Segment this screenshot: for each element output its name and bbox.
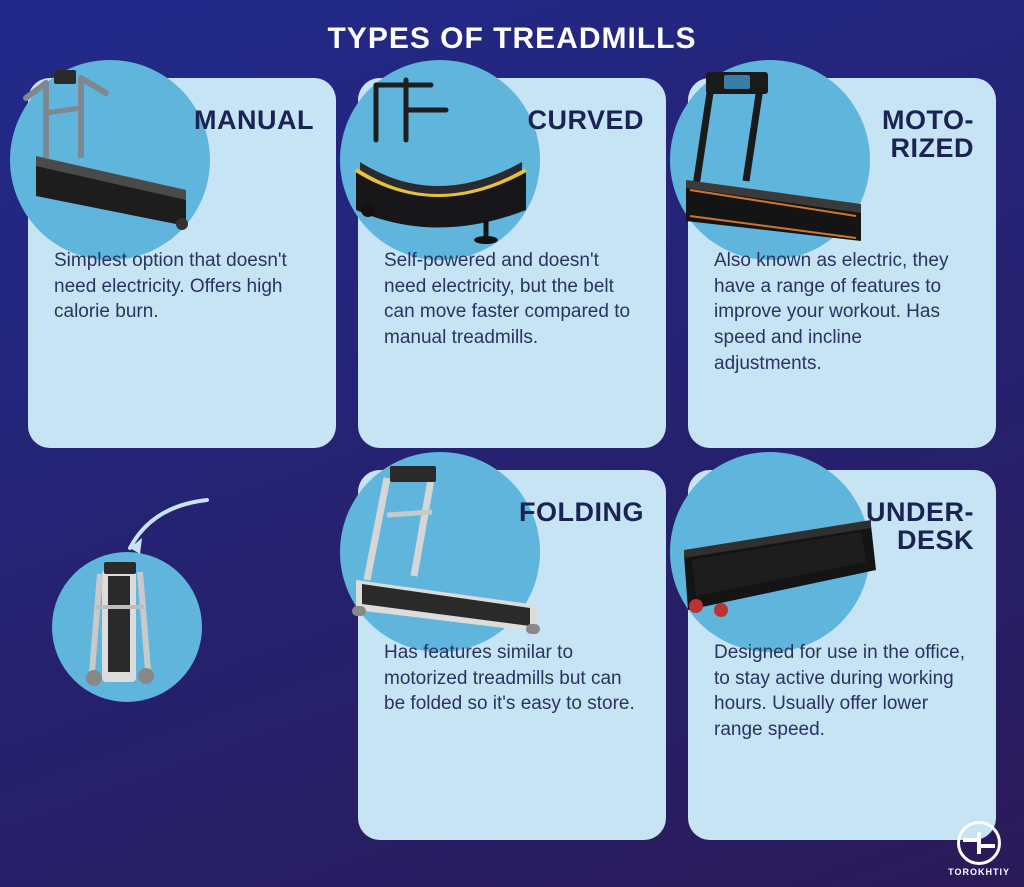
cards-grid: MANUAL Simplest option that doesn't need… — [28, 78, 996, 840]
folded-variant-circle — [52, 552, 202, 702]
fold-arrow-icon — [112, 488, 232, 568]
brand-logo-icon — [957, 821, 1001, 865]
brand-name: TOROKHTIY — [948, 867, 1010, 877]
manual-treadmill-icon — [6, 68, 206, 238]
motorized-treadmill-icon — [666, 66, 876, 251]
card-title: CURVED — [527, 106, 644, 134]
card-manual: MANUAL Simplest option that doesn't need… — [28, 78, 336, 448]
card-folding: FOLDING Has features similar to motorize… — [358, 470, 666, 840]
card-motorized: MOTO- RIZED Also known as electric, they… — [688, 78, 996, 448]
curved-treadmill-icon — [336, 70, 546, 250]
card-desc: Has features similar to motorized treadm… — [384, 640, 640, 717]
brand-logo: TOROKHTIY — [948, 821, 1010, 877]
card-desc: Designed for use in the office, to stay … — [714, 640, 970, 743]
card-title: FOLDING — [519, 498, 644, 526]
card-title: UNDER- DESK — [866, 498, 974, 555]
card-title: MOTO- RIZED — [882, 106, 974, 163]
card-title: MANUAL — [194, 106, 314, 134]
card-underdesk: UNDER- DESK Designed for use in the offi… — [688, 470, 996, 840]
folding-treadmill-icon — [332, 460, 552, 645]
card-desc: Also known as electric, they have a rang… — [714, 248, 970, 376]
folded-treadmill-icon — [52, 552, 202, 702]
page-title: TYPES OF TREADMILLS — [0, 22, 1024, 56]
card-desc: Simplest option that doesn't need electr… — [54, 248, 310, 325]
card-desc: Self-powered and doesn't need electricit… — [384, 248, 640, 351]
card-curved: CURVED Self-powered and doesn't need ele… — [358, 78, 666, 448]
underdesk-treadmill-icon — [666, 500, 886, 650]
